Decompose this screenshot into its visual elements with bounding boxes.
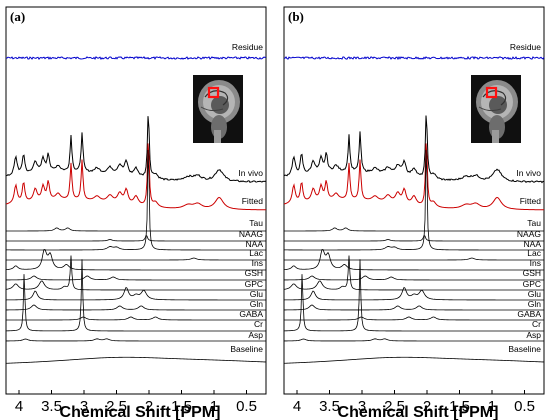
x-tick-label: 3.5 [41, 398, 62, 415]
series-line [5, 116, 267, 184]
series-line [5, 286, 266, 301]
series-label: NAAG [239, 229, 263, 239]
series-line [283, 55, 545, 61]
series-label: Fitted [242, 196, 264, 206]
series-label: In vivo [238, 168, 263, 178]
series-line [6, 338, 266, 342]
x-axis-label: Chemical Shift [PPM] [60, 404, 221, 420]
series-line [6, 234, 266, 242]
series-label: Glu [250, 289, 264, 299]
series-line [5, 259, 266, 332]
series-label: Residue [232, 42, 263, 52]
series-line [283, 249, 544, 271]
series-label: Lac [249, 248, 263, 258]
series-line [283, 275, 544, 281]
series-label: GPC [523, 279, 541, 289]
series-label: Cr [254, 319, 263, 329]
series-line [284, 338, 544, 342]
series-label: Lac [527, 248, 541, 258]
x-tick-label: 0.5 [514, 398, 535, 415]
voxel-marker [207, 86, 220, 99]
series-line [284, 227, 544, 232]
series-line [283, 356, 545, 364]
series-label: NAAG [517, 229, 541, 239]
series-label: GSH [245, 268, 263, 278]
series-label: Asp [248, 330, 263, 340]
series-label: Gln [528, 299, 542, 309]
series-label: GPC [245, 279, 263, 289]
series-line [283, 255, 544, 291]
series-line [6, 257, 266, 261]
series-label: GABA [239, 309, 263, 319]
x-tick-label: 4 [293, 398, 301, 415]
series-label: Gln [250, 299, 264, 309]
series-label: Ins [252, 258, 263, 268]
x-tick-label: 2 [145, 398, 153, 415]
series-label: In vivo [516, 168, 541, 178]
x-tick-label: 2.5 [384, 398, 405, 415]
panel-label: (a) [10, 9, 25, 24]
series-line [283, 143, 545, 211]
series-label: GSH [523, 268, 541, 278]
series-label: Tau [527, 218, 541, 228]
series-line [6, 316, 266, 321]
plot-frame [283, 6, 545, 395]
x-tick-label: 0.5 [236, 398, 257, 415]
series-label: Baseline [230, 344, 263, 354]
series-label: NAA [524, 239, 542, 249]
series-label: Cr [532, 319, 541, 329]
x-tick-label: 3 [358, 398, 366, 415]
x-tick-label: 1 [210, 398, 218, 415]
x-tick-label: 3 [80, 398, 88, 415]
x-tick-label: 3.5 [319, 398, 340, 415]
series-label: Tau [249, 218, 263, 228]
x-axis-label: Chemical Shift [PPM] [338, 404, 499, 420]
series-line [5, 304, 266, 311]
x-tick-label: 1.5 [449, 398, 470, 415]
series-line [284, 257, 544, 261]
x-tick-label: 4 [15, 398, 23, 415]
series-label: Glu [528, 289, 542, 299]
x-tick-label: 2 [423, 398, 431, 415]
plot-frame [5, 6, 267, 395]
series-line [5, 150, 266, 251]
series-line [283, 115, 545, 184]
brain-inset-image [471, 75, 521, 143]
series-line [5, 143, 267, 211]
voxel-marker [485, 86, 498, 99]
series-label: Residue [510, 42, 541, 52]
series-line [5, 56, 267, 61]
series-label: NAA [246, 239, 264, 249]
series-line [6, 227, 266, 232]
series-label: GABA [517, 309, 541, 319]
series-line [283, 259, 544, 332]
series-line [5, 275, 266, 281]
series-line [5, 255, 266, 291]
x-tick-label: 1.5 [171, 398, 192, 415]
x-tick-label: 1 [488, 398, 496, 415]
series-label: Ins [530, 258, 541, 268]
series-label: Baseline [508, 344, 541, 354]
series-line [284, 234, 544, 242]
series-line [5, 356, 267, 364]
series-label: Fitted [520, 196, 542, 206]
series-line [283, 150, 544, 251]
series-line [284, 316, 544, 321]
brain-inset-image [193, 75, 243, 143]
panel-label: (b) [288, 9, 304, 24]
series-label: Asp [526, 330, 541, 340]
series-line [5, 249, 266, 271]
series-line [283, 304, 544, 311]
series-line [283, 286, 544, 301]
x-tick-label: 2.5 [106, 398, 127, 415]
